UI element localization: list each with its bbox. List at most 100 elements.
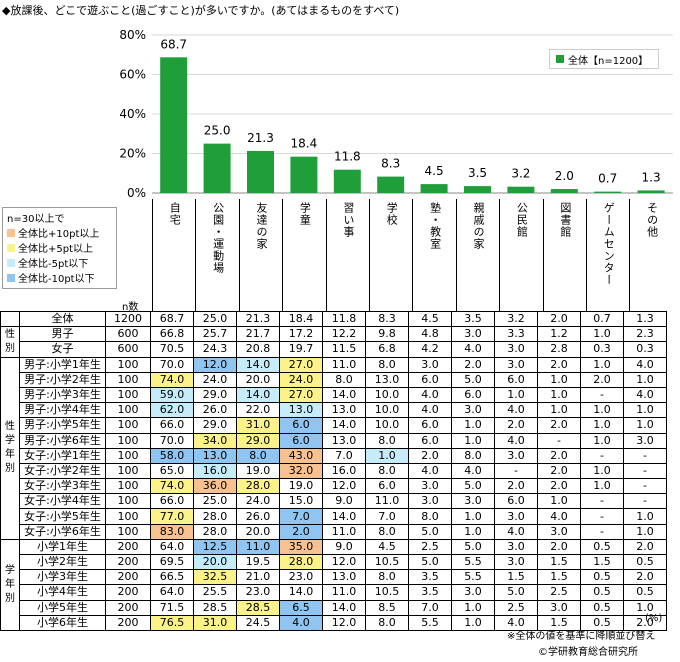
table-cell: 3.0 (451, 493, 495, 510)
table-row: 小学3年生 200 66.5 32.5 21.0 23.0 13.0 8.0 3.5 5.5 1.5… (1, 569, 667, 586)
table-row: 女子:小学4年生 100 66.0 25.0 24.0 15.0 9.0 11.0 3.0 3.0… (1, 493, 667, 510)
table-cell: 1.0 (451, 432, 495, 449)
table-cell: 1.5 (537, 614, 581, 631)
table-cell: 3.0 (494, 341, 538, 358)
table-cell: 2.0 (623, 569, 667, 586)
table-cell: 1.0 (537, 493, 581, 510)
table-cell: 6.0 (279, 432, 323, 449)
table-cell: 1.0 (451, 417, 495, 434)
table-cell: 70.0 (150, 356, 194, 373)
row-label: 男子:小学2年生 (19, 371, 106, 388)
row-n: 100 (105, 493, 151, 510)
table-cell: 13.0 (279, 402, 323, 419)
row-n: 100 (105, 447, 151, 464)
row-label: 女子:小学3年生 (19, 478, 106, 495)
table-cell: 3.0 (408, 478, 452, 495)
table-cell: 12.2 (322, 326, 366, 343)
table-cell: 13.0 (322, 569, 366, 586)
table-cell: 3.2 (494, 310, 538, 328)
table-cell: 0.3 (580, 341, 624, 358)
row-n: 100 (105, 508, 151, 525)
row-label: 小学4年生 (19, 584, 106, 601)
table-cell: 1.0 (580, 356, 624, 373)
table-cell: 2.3 (623, 326, 667, 343)
key-header: n=30以上で (7, 214, 65, 225)
table-cell: 8.0 (236, 447, 280, 464)
category-label: 図書館 (542, 199, 586, 312)
row-n: 600 (105, 341, 151, 358)
category-label-text: 親戚の家 (472, 202, 486, 250)
bar-chart: 0% 20% 40% 60% 80% 68.7 25.0 21.3 18.4 11.8 8.3 4.5… (119, 28, 673, 200)
table-cell: 0.5 (623, 584, 667, 601)
table-cell: 34.0 (193, 432, 237, 449)
category-label-text: その他 (645, 202, 659, 238)
table-cell: 4.0 (279, 614, 323, 631)
row-label: 女子:小学2年生 (19, 462, 106, 480)
table-cell: 7.0 (408, 599, 452, 616)
table-cell: 5.0 (408, 553, 452, 571)
table-cell: 0.3 (623, 341, 667, 358)
table-cell: 5.0 (408, 523, 452, 540)
table-cell: 74.0 (150, 478, 194, 495)
group-label: 性別 (0, 326, 20, 358)
row-n: 100 (105, 371, 151, 388)
table-cell: 5.5 (408, 614, 452, 631)
table-cell: 6.0 (494, 493, 538, 510)
table-cell: 1.0 (623, 417, 667, 434)
table-cell: 4.0 (623, 356, 667, 373)
row-label: 女子:小学4年生 (19, 493, 106, 510)
row-n: 200 (105, 584, 151, 601)
table-row: 小学2年生 200 69.5 20.0 19.5 28.0 12.0 10.5 5.0 5.5 3.… (1, 553, 667, 571)
key-swatch (7, 258, 15, 267)
table-cell: 32.0 (279, 462, 323, 480)
table-cell: 0.5 (580, 584, 624, 601)
table-cell: 0.5 (580, 599, 624, 616)
table-cell: - (623, 478, 667, 495)
table-cell: 5.0 (451, 478, 495, 495)
table-cell: 4.0 (408, 386, 452, 404)
table-cell: 2.5 (494, 599, 538, 616)
table-cell: 25.5 (193, 584, 237, 601)
table-cell: 2.0 (408, 447, 452, 464)
table-cell: 6.8 (365, 341, 409, 358)
group-label: 性学年別 (0, 356, 20, 540)
bar-value-label: 4.5 (425, 164, 444, 178)
table-cell: 2.0 (580, 371, 624, 388)
bar (203, 143, 231, 193)
table-cell: 29.0 (236, 432, 280, 449)
table-row: 男子:小学2年生 100 74.0 24.0 20.0 24.0 8.0 13.0 6.0 5.0… (1, 371, 667, 388)
bar (507, 186, 535, 193)
table-cell: 2.0 (494, 417, 538, 434)
table-cell: 35.0 (279, 538, 323, 556)
row-label: 女子:小学5年生 (19, 508, 106, 525)
table-cell: 12.0 (322, 614, 366, 631)
table-cell: 3.0 (451, 402, 495, 419)
bar (550, 189, 578, 193)
table-cell: 2.0 (623, 614, 667, 631)
category-label-text: 公民館 (515, 202, 529, 238)
table-cell: 1.0 (580, 402, 624, 419)
table-cell: 1.0 (537, 371, 581, 388)
table-cell: 1.0 (580, 478, 624, 495)
table-cell: 6.0 (408, 371, 452, 388)
table-cell: 8.0 (365, 614, 409, 631)
legend-label: 全体【n=1200】 (568, 55, 649, 67)
table-cell: 2.0 (537, 447, 581, 464)
bar-value-label: 21.3 (247, 131, 274, 145)
table-cell: - (623, 493, 667, 510)
table-cell: 20.8 (236, 341, 280, 358)
key-swatch (7, 228, 15, 237)
table-cell: 14.0 (322, 508, 366, 525)
category-label-text: 学校 (385, 202, 399, 226)
row-n: 100 (105, 432, 151, 449)
category-label: 公園・運動場 (195, 199, 238, 312)
table-cell: 10.0 (365, 386, 409, 404)
table-cell: - (623, 462, 667, 480)
legend-swatch (556, 55, 564, 63)
table-cell: 19.5 (236, 553, 280, 571)
table-cell: 26.0 (193, 402, 237, 419)
row-label: 女子 (19, 341, 106, 358)
table-cell: 14.0 (322, 386, 366, 404)
category-label: その他 (629, 199, 672, 312)
table-cell: 4.0 (494, 523, 538, 540)
